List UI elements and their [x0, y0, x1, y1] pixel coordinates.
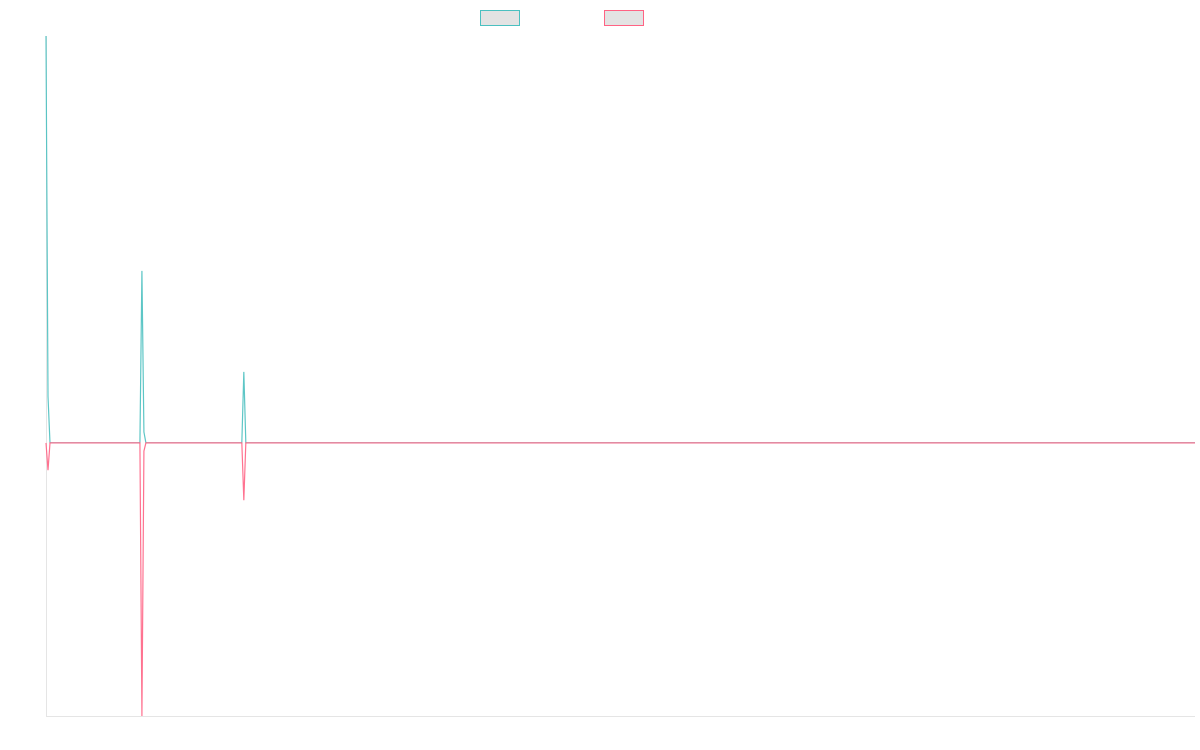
legend-swatch-series-2[interactable]: [604, 10, 644, 26]
series-1-line: [45, 35, 1195, 444]
series-2-line: [45, 442, 1195, 717]
legend-swatch-series-1[interactable]: [480, 10, 520, 26]
